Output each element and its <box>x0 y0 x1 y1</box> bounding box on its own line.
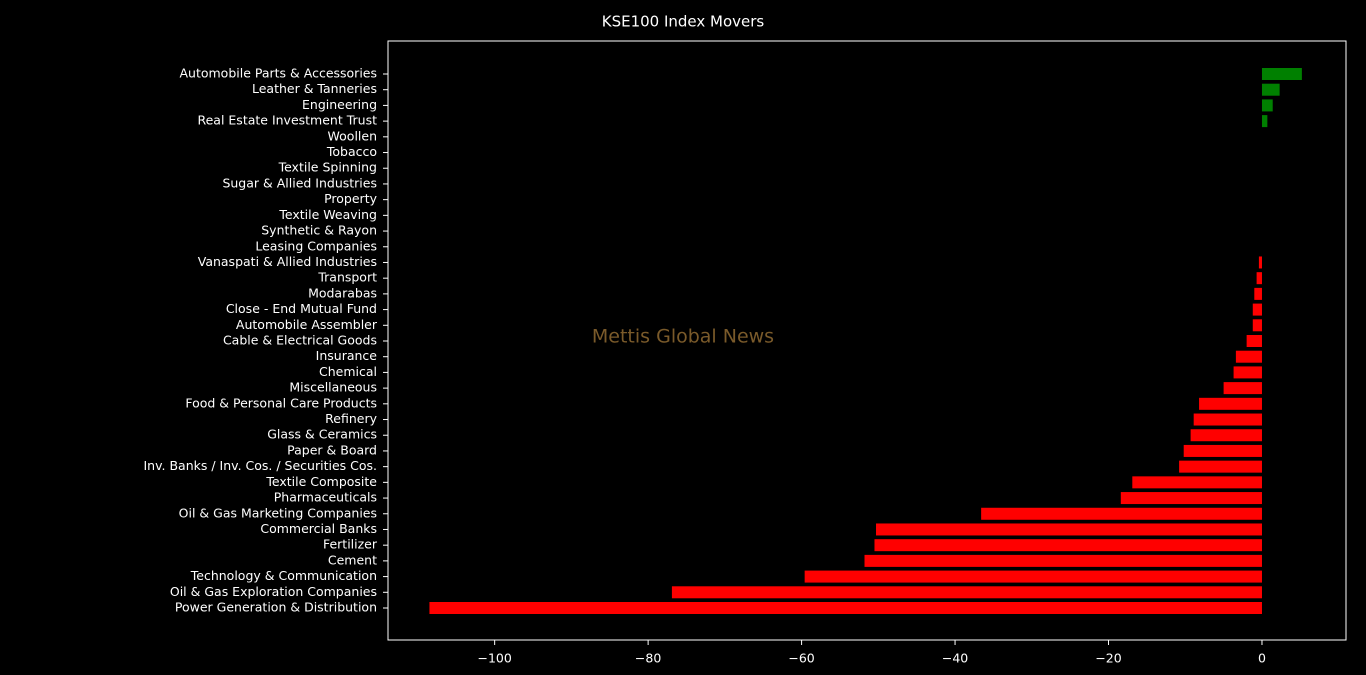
bar <box>876 523 1262 536</box>
y-tick-label: Food & Personal Care Products <box>185 395 377 410</box>
bar <box>1235 350 1262 363</box>
y-tick-label: Glass & Ceramics <box>267 427 377 442</box>
bar <box>1261 83 1280 96</box>
bar <box>864 554 1262 567</box>
bar <box>1261 99 1273 112</box>
y-tick-label: Pharmaceuticals <box>274 490 377 505</box>
bar <box>1261 115 1268 128</box>
y-tick-label: Inv. Banks / Inv. Cos. / Securities Cos. <box>144 458 378 473</box>
bar <box>1183 444 1262 457</box>
bar <box>1223 382 1262 395</box>
y-tick-label: Refinery <box>325 411 377 426</box>
bar <box>1120 492 1262 505</box>
y-tick-label: Oil & Gas Exploration Companies <box>170 584 377 599</box>
y-tick-label: Oil & Gas Marketing Companies <box>179 505 377 520</box>
y-tick-label: Automobile Parts & Accessories <box>179 66 377 81</box>
bar <box>1256 272 1262 285</box>
y-tick-label: Modarabas <box>308 285 377 300</box>
bar <box>671 586 1262 599</box>
y-tick-label: Transport <box>317 270 377 285</box>
x-tick-label: −80 <box>635 651 661 666</box>
y-tick-label: Woollen <box>328 128 377 143</box>
bar <box>874 539 1262 552</box>
y-tick-label: Synthetic & Rayon <box>261 223 377 238</box>
bar <box>1199 397 1262 410</box>
bar <box>1252 303 1262 316</box>
y-tick-label: Textile Spinning <box>278 160 377 175</box>
y-tick-label: Engineering <box>302 97 377 112</box>
bar <box>1246 335 1262 347</box>
y-tick-label: Automobile Assembler <box>236 317 378 332</box>
bar <box>1193 413 1262 426</box>
x-tick-label: −60 <box>788 651 814 666</box>
bar <box>1233 366 1262 379</box>
x-tick-label: 0 <box>1258 651 1266 666</box>
y-tick-label: Insurance <box>316 348 378 363</box>
y-tick-label: Textile Weaving <box>278 207 377 222</box>
bar <box>1132 476 1262 489</box>
y-tick-label: Chemical <box>319 364 377 379</box>
chart-title: KSE100 Index Movers <box>602 13 765 31</box>
y-tick-label: Real Estate Investment Trust <box>197 113 377 128</box>
bar <box>1252 319 1262 332</box>
y-tick-label: Textile Composite <box>265 474 377 489</box>
watermark: Mettis Global News <box>592 326 774 348</box>
bar <box>1258 256 1262 269</box>
y-tick-label: Paper & Board <box>287 442 377 457</box>
x-tick-label: −100 <box>477 651 511 666</box>
y-tick-label: Sugar & Allied Industries <box>222 175 377 190</box>
y-tick-label: Power Generation & Distribution <box>175 600 377 615</box>
bar <box>1190 429 1262 442</box>
y-tick-label: Technology & Communication <box>190 568 377 583</box>
x-tick-label: −20 <box>1095 651 1121 666</box>
bar <box>981 507 1262 520</box>
y-tick-label: Fertilizer <box>323 537 378 552</box>
y-tick-label: Close - End Mutual Fund <box>226 301 377 316</box>
bar <box>1254 287 1262 300</box>
x-tick-label: −40 <box>942 651 968 666</box>
bar <box>1179 460 1262 473</box>
y-tick-label: Cement <box>328 552 377 567</box>
y-tick-label: Leasing Companies <box>255 238 377 253</box>
y-tick-label: Commercial Banks <box>260 521 377 536</box>
y-tick-label: Cable & Electrical Goods <box>223 333 377 348</box>
y-tick-label: Leather & Tanneries <box>252 81 377 96</box>
y-tick-label: Vanaspati & Allied Industries <box>198 254 377 269</box>
y-tick-label: Miscellaneous <box>289 380 377 395</box>
bar <box>804 570 1262 583</box>
y-tick-label: Property <box>324 191 377 206</box>
y-tick-label: Tobacco <box>326 144 377 159</box>
bar <box>1261 68 1302 80</box>
bar <box>429 602 1262 614</box>
